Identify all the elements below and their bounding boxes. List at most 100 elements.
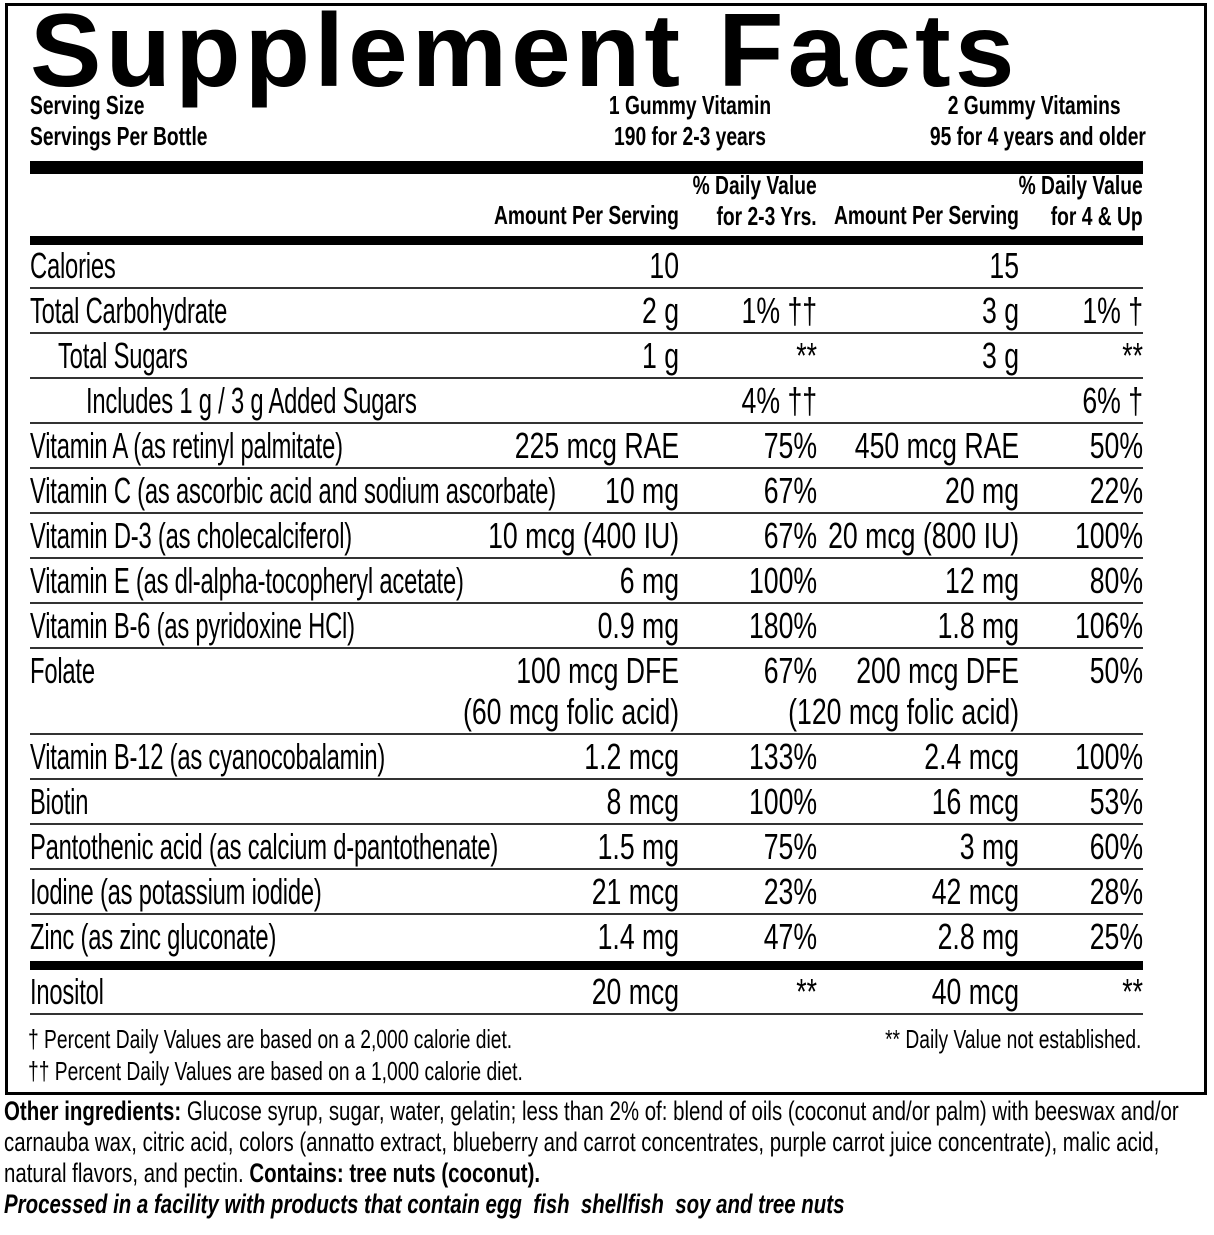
percent-daily-value: 180% [748,605,817,646]
nutrient-row: Pantothenic acid (as calcium d-pantothen… [8,825,1204,870]
row-divider [30,332,1143,334]
panel-title: Supplement Facts [30,0,1019,109]
amount-per-serving: 20 mg [944,470,1019,511]
nutrient-row: Total Sugars 1 g ** 3 g ** [8,334,1204,379]
col-header-dv1-line1: % Daily Value [692,170,817,200]
col-header-dv1-line2: for 2-3 Yrs. [716,201,817,231]
facility-statement: Processed in a facility with products th… [4,1189,845,1219]
amount-per-serving: 3 g [981,290,1019,331]
percent-daily-value: 133% [748,736,817,777]
amount-per-serving: 15 [989,245,1019,286]
percent-daily-value: 67% [763,515,817,556]
col-header-dv1: % Daily Value for 2-3 Yrs. [693,170,817,232]
percent-daily-value: 1% †† [741,290,817,331]
row-divider [30,422,1143,424]
col-header-amount1: Amount Per Serving [494,200,679,230]
nutrient-name: Vitamin B-6 (as pyridoxine HCl) [30,605,355,646]
row-divider [30,733,1143,735]
ingredients-text: Glucose syrup, sugar, water, gelatin; le… [4,1096,1179,1188]
amount-per-serving: 16 mcg [931,781,1019,822]
nutrient-row: Vitamin E (as dl-alpha-tocopheryl acetat… [8,559,1204,604]
amount-per-serving: 8 mcg [606,781,679,822]
thick-divider [30,161,1143,174]
ingredients-label: Other ingredients: [4,1096,182,1126]
col2-servings: 95 for 4 years and older [929,121,1146,151]
ingredients-statement: Other ingredients: Glucose syrup, sugar,… [4,1096,1214,1220]
footnote-not-established: ** Daily Value not established. [884,1024,1141,1054]
percent-daily-value: 67% [763,650,817,691]
percent-daily-value: ** [1122,971,1143,1012]
nutrient-row: Total Carbohydrate 2 g 1% †† 3 g 1% † [8,289,1204,334]
percent-daily-value: 50% [1089,425,1143,466]
nutrient-table: Calories 10 15 Total Carbohydrate 2 g 1% †† 3 … [8,244,1204,1015]
percent-daily-value: 75% [763,425,817,466]
col-header-amount2: Amount Per Serving [834,200,1019,230]
row-divider [30,557,1143,559]
amount-per-serving: 10 [649,245,679,286]
row-divider [30,512,1143,514]
amount-per-serving: 10 mg [604,470,679,511]
amount-sub-note: (120 mcg folic acid) [788,691,1019,732]
amount-per-serving: 0.9 mg [597,605,679,646]
amount-per-serving: 1.2 mcg [584,736,679,777]
nutrient-row: Zinc (as zinc gluconate) 1.4 mg 47% 2.8 mg 2… [8,915,1204,960]
amount-per-serving: 2 g [641,290,679,331]
amount-per-serving: 100 mcg DFE [516,650,679,691]
nutrient-row: Vitamin B-6 (as pyridoxine HCl) 0.9 mg 180… [8,604,1204,649]
amount-per-serving: 40 mcg [931,971,1019,1012]
nutrient-name: Vitamin C (as ascorbic acid and sodium a… [30,470,557,511]
amount-per-serving: 20 mcg [591,971,679,1012]
amount-per-serving: 1.8 mg [937,605,1019,646]
nutrient-name: Pantothenic acid (as calcium d-pantothen… [30,826,499,867]
amount-per-serving: 1.5 mg [597,826,679,867]
percent-daily-value: 6% † [1082,380,1143,421]
servings-per-bottle-label: Servings Per Bottle [30,121,208,151]
amount-per-serving: 2.4 mcg [924,736,1019,777]
percent-daily-value: 100% [1074,736,1143,777]
percent-daily-value: 1% † [1082,290,1143,331]
percent-daily-value: 100% [748,781,817,822]
row-divider [30,868,1143,870]
nutrient-name: Vitamin B-12 (as cyanocobalamin) [30,736,386,777]
row-divider [30,1013,1143,1015]
percent-daily-value: 53% [1089,781,1143,822]
nutrient-name: Total Sugars [58,335,188,376]
allergen-contains: Contains: tree nuts (coconut). [249,1158,541,1188]
percent-daily-value: 28% [1089,871,1143,912]
amount-per-serving: 20 mcg (800 IU) [827,515,1019,556]
col1-serving-size: 1 Gummy Vitamin [608,90,772,120]
amount-per-serving: 450 mcg RAE [854,425,1019,466]
nutrient-name: Folate [30,650,95,691]
footnote-dagger: † Percent Daily Values are based on a 2,… [28,1024,513,1054]
amount-per-serving: 2.8 mg [937,916,1019,957]
percent-daily-value: 67% [763,470,817,511]
row-divider [30,602,1143,604]
percent-daily-value: 25% [1089,916,1143,957]
nutrient-row: Vitamin B-12 (as cyanocobalamin) 1.2 mcg 1… [8,735,1204,780]
nutrient-name: Calories [30,245,116,286]
thick-divider [8,960,1204,970]
amount-per-serving: 200 mcg DFE [856,650,1019,691]
nutrient-row: Folate 100 mcg DFE (60 mcg folic acid) 67% 2… [8,649,1204,735]
row-divider [30,467,1143,469]
percent-daily-value: 4% †† [741,380,817,421]
amount-per-serving: 1.4 mg [597,916,679,957]
footnote-double-dagger: †† Percent Daily Values are based on a 1… [28,1056,523,1086]
nutrient-name: Vitamin D-3 (as cholecalciferol) [30,515,353,556]
row-divider [30,823,1143,825]
col-header-dv2: % Daily Value for 4 & Up [1019,170,1143,232]
percent-daily-value: 100% [748,560,817,601]
nutrient-name: Includes 1 g / 3 g Added Sugars [86,380,417,421]
amount-per-serving: 42 mcg [931,871,1019,912]
percent-daily-value: 100% [1074,515,1143,556]
row-divider [30,913,1143,915]
percent-daily-value: 80% [1089,560,1143,601]
amount-per-serving: 6 mg [619,560,679,601]
amount-per-serving: 21 mcg [591,871,679,912]
nutrient-name: Iodine (as potassium iodide) [30,871,322,912]
percent-daily-value: 106% [1074,605,1143,646]
facts-panel: Supplement Facts Serving Size Servings P… [5,0,1207,1095]
serving-size-label: Serving Size [30,90,145,120]
thick-divider [30,236,1143,245]
nutrient-row: Includes 1 g / 3 g Added Sugars 4% †† 6% † [8,379,1204,424]
